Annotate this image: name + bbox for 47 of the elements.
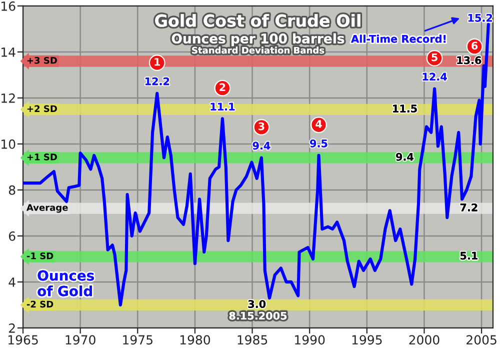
annotation: 2: [220, 83, 226, 91]
annotation: 6: [472, 42, 478, 50]
text: Ounces per 100 barrels: [172, 33, 344, 46]
y-tick-label: 4: [8, 278, 16, 287]
annotation: Standard Deviation Bands: [192, 46, 324, 54]
y-tick-label: 2: [9, 323, 15, 333]
annotation: 9.5: [310, 139, 328, 148]
annotation: 13.6: [457, 56, 482, 64]
x-tick-label: 2000: [409, 335, 440, 345]
annotation: 12.4: [422, 72, 447, 81]
ref-line-label: -1 SD: [26, 252, 54, 260]
y-tick-label: 14: [2, 48, 16, 57]
annotation: 4: [316, 120, 322, 128]
y-tick-label: 12: [2, 93, 15, 103]
x-tick-label: 1990: [295, 335, 325, 345]
y-tick-label: 16: [2, 1, 16, 11]
x-tick-label: 1980: [180, 335, 210, 345]
annotation: 11.1: [210, 102, 235, 110]
annotation: 15.2: [468, 14, 492, 22]
ref-line-label: +3 SD: [27, 56, 57, 64]
ref-line-label: +1 SD: [27, 154, 57, 160]
annotation: 1: [154, 58, 160, 66]
ref-line-label: Average: [26, 204, 68, 213]
x-tick-label: 1985: [238, 335, 268, 345]
annotation: 3.0: [248, 300, 266, 308]
x-tick-label: 1995: [352, 335, 382, 345]
y-tick-label: 10: [2, 139, 16, 149]
annotation: 12.2: [145, 77, 170, 86]
annotation: Ounces of Gold: [38, 270, 94, 296]
x-tick-label: 1970: [66, 335, 96, 345]
annotation: 5: [432, 53, 438, 62]
y-tick-label: 6: [8, 231, 16, 241]
annotation: 5.1: [460, 252, 478, 260]
chart-title: Gold Cost of Crude Oil: [155, 14, 360, 27]
x-tick-label: 2005: [466, 335, 496, 345]
annotation: 9.4: [252, 142, 270, 150]
annotation: 8.15.2005: [229, 312, 287, 320]
ref-line-label: -2 SD: [26, 300, 54, 308]
ref-line-label: +2 SD: [27, 105, 57, 112]
x-tick-label: 1975: [123, 335, 152, 345]
annotation: 3: [258, 122, 264, 130]
x-tick-label: 1965: [8, 335, 38, 345]
annotation: 11.5: [393, 104, 417, 112]
annotation: 9.4: [396, 152, 414, 161]
y-tick-label: 8: [8, 185, 16, 195]
annotation: All-Time Record!: [351, 34, 446, 43]
annotation: 7.2: [460, 203, 478, 212]
